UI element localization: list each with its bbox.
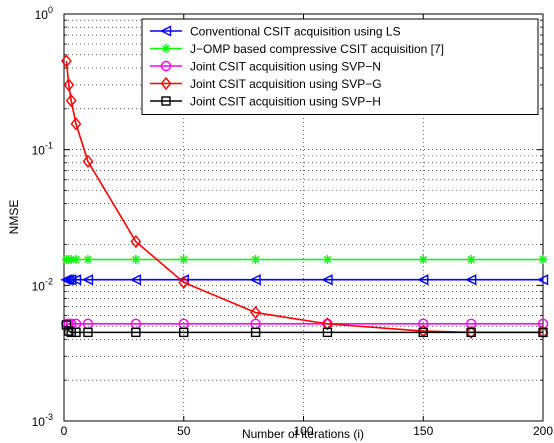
legend-entry: Joint CSIT acquisition using SVP−N (150, 60, 381, 74)
y-tick-label: 10-1 (32, 141, 53, 158)
data-point (82, 154, 94, 168)
data-point (322, 317, 333, 331)
data-point (179, 327, 189, 338)
data-point (69, 274, 82, 286)
data-point (418, 255, 428, 265)
series-line (65, 60, 543, 334)
data-point (322, 327, 333, 338)
legend-entry: Joint CSIT acquisition using SVP−G (150, 76, 382, 91)
data-point (62, 274, 74, 286)
y-tick-label: 100 (35, 5, 53, 22)
legend-label: Joint CSIT acquisition using SVP−H (190, 95, 381, 109)
data-point (83, 255, 93, 265)
data-point (250, 327, 261, 338)
data-point (466, 255, 476, 265)
legend-marker (159, 25, 172, 37)
axes: 0 50 100 150 200 100 10-1 10-2 10-3 (32, 5, 554, 438)
y-tick-label: 10-2 (32, 276, 53, 293)
data-point (322, 255, 332, 265)
series-line (65, 324, 543, 334)
data-point (251, 255, 261, 265)
data-point (179, 255, 189, 265)
legend-marker (160, 60, 172, 72)
x-axis-label: Number of iterations (i) (242, 427, 364, 441)
legend-entry: Joint CSIT acquisition using SVP−H (150, 95, 381, 109)
y-axis-label: NMSE (7, 200, 21, 235)
data-point (65, 274, 77, 286)
data-point (81, 274, 94, 286)
data-point (536, 274, 549, 286)
data-point (418, 327, 428, 338)
data-point (537, 325, 549, 339)
series-2 (61, 255, 548, 265)
legend-marker (160, 76, 172, 91)
legend: Conventional CSIT acquisition using LS J−… (141, 18, 539, 115)
data-point (61, 320, 72, 330)
legend-entry: Conventional CSIT acquisition using LS (150, 25, 401, 39)
x-tick-label: 100 (293, 424, 313, 438)
x-tick-label: 0 (61, 424, 68, 438)
data-point (250, 305, 262, 320)
legend-marker (161, 44, 171, 53)
data-point (131, 327, 141, 338)
legend-label: Joint CSIT acquisition using SVP−G (190, 77, 382, 91)
legend-label: Joint CSIT acquisition using SVP−N (190, 60, 381, 74)
series-1 (60, 274, 549, 286)
data-point (538, 255, 548, 265)
data-point (417, 274, 429, 286)
data-point (465, 274, 477, 286)
legend-box (141, 18, 539, 115)
x-tick-label: 50 (177, 424, 191, 438)
x-tick-label: 200 (533, 424, 553, 438)
data-point (249, 274, 261, 286)
legend-label: J−OMP based compressive CSIT acquisition… (190, 42, 444, 56)
legend-label: Conventional CSIT acquisition using LS (190, 25, 401, 39)
series-group (60, 54, 549, 339)
data-point (60, 54, 72, 68)
legend-entry: J−OMP based compressive CSIT acquisition… (150, 42, 444, 56)
data-point (71, 255, 81, 265)
data-point (66, 255, 76, 265)
data-point (63, 78, 75, 92)
data-point (466, 327, 476, 338)
data-point (321, 274, 333, 286)
series-5 (61, 320, 548, 338)
data-point (66, 327, 76, 338)
data-point (131, 255, 141, 265)
data-point (465, 325, 477, 339)
data-point (64, 326, 74, 336)
x-tick-label: 150 (413, 424, 433, 438)
data-point (130, 235, 142, 249)
data-point (70, 117, 82, 131)
data-point (538, 327, 548, 338)
data-point (129, 274, 142, 286)
data-point (83, 327, 93, 338)
legend-marker (161, 96, 171, 106)
series-4 (60, 54, 549, 339)
data-point (178, 275, 190, 290)
data-point (65, 93, 77, 108)
data-point (71, 327, 81, 338)
y-tick-label: 10-3 (32, 412, 53, 429)
